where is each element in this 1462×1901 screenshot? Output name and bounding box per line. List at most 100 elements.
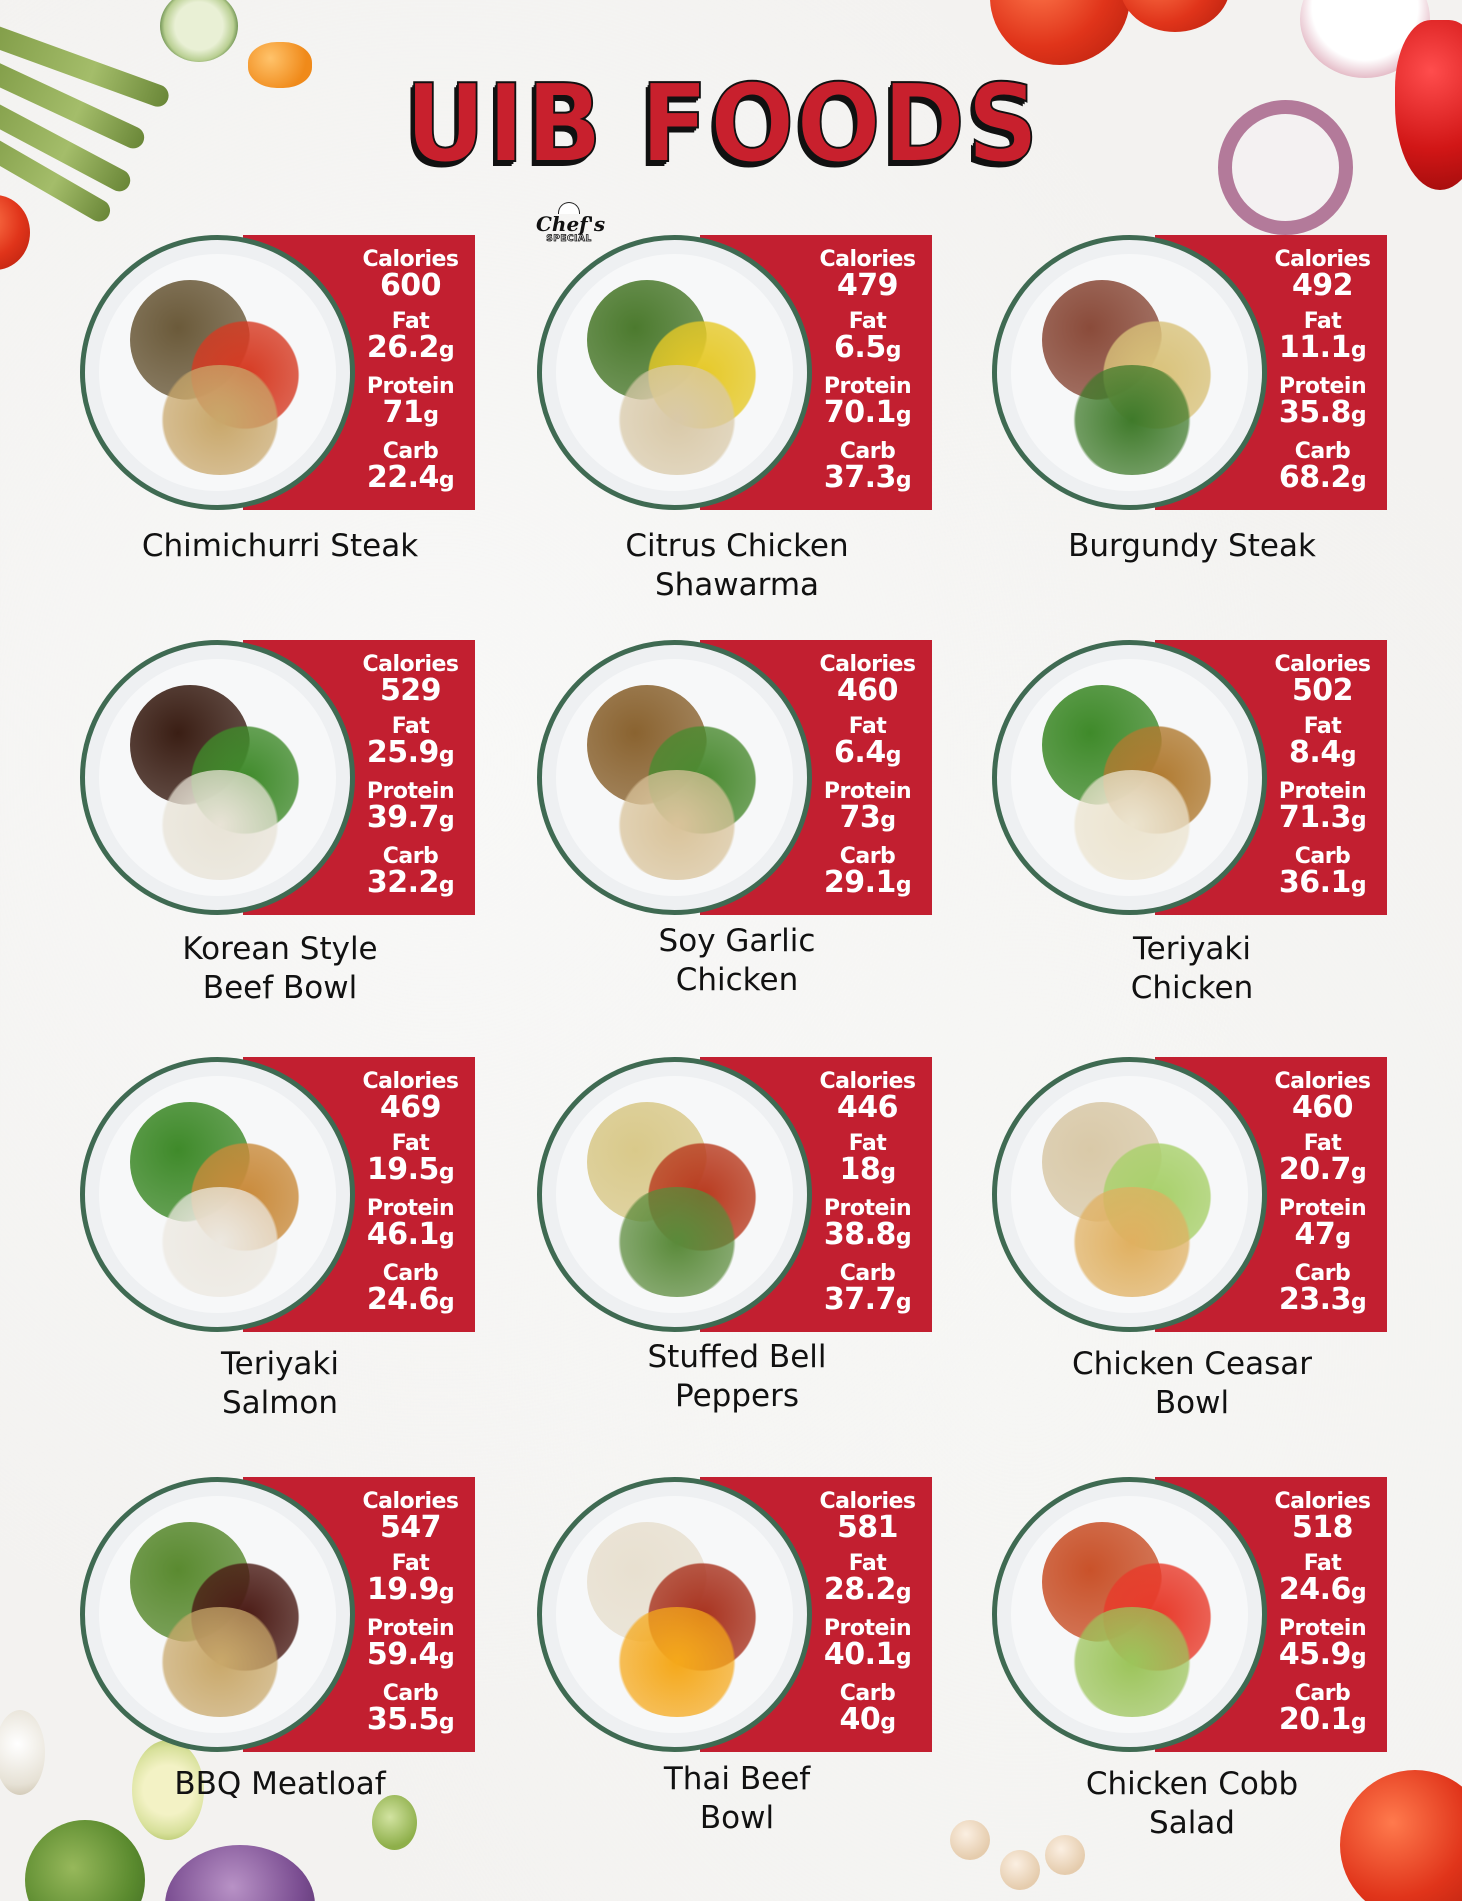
meal-card[interactable]: Calories 529 Fat 25.9g Protein 39.7g Car…	[80, 640, 475, 915]
nutrition-facts: Calories 547 Fat 19.9g Protein 59.4g Car…	[348, 1491, 473, 1748]
carb-label: Carb	[1294, 1681, 1351, 1706]
chickpea-decoration	[1000, 1850, 1040, 1890]
protein-label: Protein	[366, 779, 455, 804]
food-item	[155, 1187, 285, 1297]
carb-value: 22.4g	[366, 460, 455, 495]
food-item	[1067, 1187, 1197, 1297]
nutrition-facts: Calories 460 Fat 6.4g Protein 73g Carb 2…	[805, 654, 930, 911]
meal-card[interactable]: Calories 581 Fat 28.2g Protein 40.1g Car…	[537, 1477, 932, 1752]
fat-value: 8.4g	[1289, 735, 1356, 770]
brussels-sprout-decoration	[372, 1795, 417, 1850]
calories-value: 600	[379, 268, 442, 303]
calories-label: Calories	[362, 1489, 459, 1514]
meal-card[interactable]: Calories 492 Fat 11.1g Protein 35.8g Car…	[992, 235, 1387, 510]
protein-value: 47g	[1294, 1217, 1352, 1252]
protein-value: 40.1g	[823, 1637, 912, 1672]
dish-name-line-1: Stuffed Bell	[647, 1339, 827, 1375]
brand-title-text: UIB FOODS	[404, 61, 1041, 188]
meal-photo	[80, 235, 355, 510]
meal-photo	[992, 235, 1267, 510]
fat-value: 28.2g	[823, 1572, 912, 1607]
food-item	[612, 1607, 742, 1717]
food-item	[155, 1607, 285, 1717]
protein-label: Protein	[823, 779, 912, 804]
protein-label: Protein	[366, 1196, 455, 1221]
protein-label: Protein	[823, 374, 912, 399]
protein-label: Protein	[823, 1196, 912, 1221]
garlic-decoration	[0, 1710, 45, 1795]
fat-value: 19.9g	[366, 1572, 455, 1607]
carb-value: 29.1g	[823, 865, 912, 900]
protein-label: Protein	[1278, 374, 1367, 399]
fat-value: 11.1g	[1278, 330, 1367, 365]
meal-card[interactable]: Calories 460 Fat 20.7g Protein 47g Carb …	[992, 1057, 1387, 1332]
carb-value: 36.1g	[1278, 865, 1367, 900]
meal-card[interactable]: Calories 502 Fat 8.4g Protein 71.3g Carb…	[992, 640, 1387, 915]
meal-photo	[992, 640, 1267, 915]
carb-label: Carb	[839, 1261, 896, 1286]
dish-name: Chimichurri Steak	[70, 527, 490, 566]
dish-name: Korean Style Beef Bowl	[70, 930, 490, 1008]
meal-card[interactable]: Calories 518 Fat 24.6g Protein 45.9g Car…	[992, 1477, 1387, 1752]
meal-photo	[992, 1477, 1267, 1752]
meal-photo	[537, 1057, 812, 1332]
fat-label: Fat	[848, 1131, 887, 1156]
dish-name-line-1: Chicken Ceasar	[1072, 1346, 1312, 1382]
meal-card[interactable]: Calories 460 Fat 6.4g Protein 73g Carb 2…	[537, 640, 932, 915]
meal-card[interactable]: Calories 446 Fat 18g Protein 38.8g Carb …	[537, 1057, 932, 1332]
food-item	[155, 770, 285, 880]
tomato-decoration	[0, 195, 30, 270]
calories-label: Calories	[819, 1069, 916, 1094]
meal-card[interactable]: Calories 600 Fat 26.2g Protein 71g Carb …	[80, 235, 475, 510]
dish-name-line-1: Burgundy Steak	[1068, 528, 1316, 564]
meal-photo	[537, 235, 812, 510]
calories-value: 469	[379, 1090, 442, 1125]
fat-label: Fat	[1303, 1551, 1342, 1576]
fat-value: 6.5g	[834, 330, 901, 365]
carb-value: 20.1g	[1278, 1702, 1367, 1737]
fat-label: Fat	[1303, 714, 1342, 739]
fat-value: 20.7g	[1278, 1152, 1367, 1187]
protein-label: Protein	[1278, 1196, 1367, 1221]
carb-value: 40g	[839, 1702, 897, 1737]
nutrition-facts: Calories 581 Fat 28.2g Protein 40.1g Car…	[805, 1491, 930, 1748]
carb-label: Carb	[839, 844, 896, 869]
calories-value: 547	[379, 1510, 442, 1545]
chickpea-decoration	[1045, 1835, 1085, 1875]
calories-label: Calories	[819, 652, 916, 677]
nutrition-facts: Calories 518 Fat 24.6g Protein 45.9g Car…	[1260, 1491, 1385, 1748]
carb-value: 24.6g	[366, 1282, 455, 1317]
meal-card[interactable]: Calories 469 Fat 19.5g Protein 46.1g Car…	[80, 1057, 475, 1332]
dish-name-line-2: Chicken	[1130, 970, 1254, 1006]
dish-name-line-1: BBQ Meatloaf	[174, 1766, 386, 1802]
calories-value: 492	[1291, 268, 1354, 303]
carb-label: Carb	[382, 1681, 439, 1706]
calories-label: Calories	[1274, 247, 1371, 272]
nutrition-facts: Calories 460 Fat 20.7g Protein 47g Carb …	[1260, 1071, 1385, 1328]
calories-value: 460	[1291, 1090, 1354, 1125]
dish-name-line-1: Soy Garlic	[658, 923, 816, 959]
calories-value: 460	[836, 673, 899, 708]
dish-name: Teriyaki Chicken	[982, 930, 1402, 1008]
calories-label: Calories	[362, 247, 459, 272]
meal-photo	[992, 1057, 1267, 1332]
dish-name-line-1: Teriyaki	[220, 1346, 339, 1382]
protein-value: 38.8g	[823, 1217, 912, 1252]
nutrition-facts: Calories 600 Fat 26.2g Protein 71g Carb …	[348, 249, 473, 506]
chefs-special-script: Chef's	[536, 212, 606, 236]
meal-card[interactable]: Calories 547 Fat 19.9g Protein 59.4g Car…	[80, 1477, 475, 1752]
calories-label: Calories	[819, 1489, 916, 1514]
dish-name-line-2: Shawarma	[654, 567, 820, 603]
dish-name: Teriyaki Salmon	[70, 1345, 490, 1423]
fat-value: 18g	[839, 1152, 897, 1187]
fat-label: Fat	[391, 1131, 430, 1156]
dish-name: Citrus Chicken Shawarma	[527, 527, 947, 605]
fat-label: Fat	[848, 309, 887, 334]
chefs-special-subtitle: SPECIAL	[546, 234, 592, 245]
dish-name-line-2: Salmon	[221, 1385, 339, 1421]
protein-value: 35.8g	[1278, 395, 1367, 430]
calories-label: Calories	[362, 1069, 459, 1094]
nutrition-facts: Calories 502 Fat 8.4g Protein 71.3g Carb…	[1260, 654, 1385, 911]
calories-value: 529	[379, 673, 442, 708]
meal-card[interactable]: Calories 479 Fat 6.5g Protein 70.1g Carb…	[537, 235, 932, 510]
